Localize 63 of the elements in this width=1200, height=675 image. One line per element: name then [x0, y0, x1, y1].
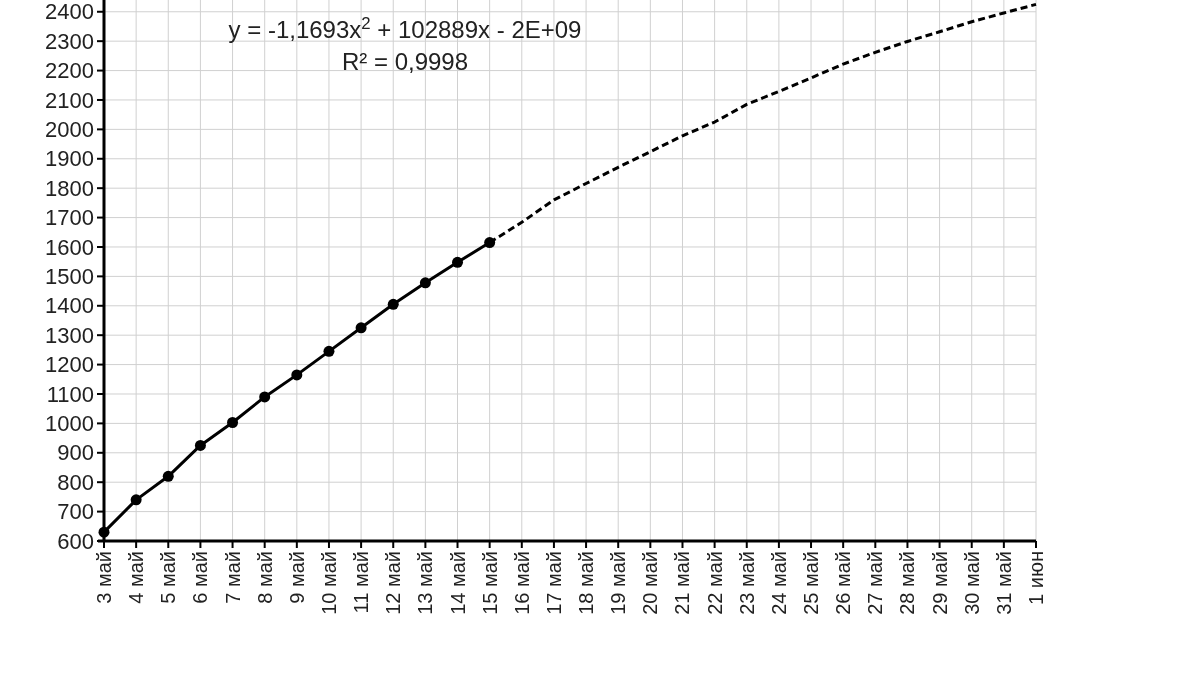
- y-tick-label: 1900: [45, 146, 94, 172]
- y-tick-label: 2000: [45, 117, 94, 143]
- point: [194, 439, 206, 451]
- x-tick-label: 3 май: [93, 551, 115, 604]
- x-tick-label: 26 май: [832, 551, 855, 615]
- x-tick-label: 9 май: [285, 551, 308, 604]
- x-tick-label: 29 май: [928, 551, 951, 615]
- x-tick-label: 1 июн: [1025, 551, 1047, 605]
- x-tick-label: 31 май: [992, 551, 1015, 615]
- x-tick-label: 6 май: [189, 551, 212, 604]
- x-tick-label: 5 май: [157, 551, 180, 604]
- annotation: y = -1,1693x$^{2}$ + 102889x - 2E+09: [228, 13, 582, 43]
- point: [355, 322, 367, 334]
- x-tick-label: 24 май: [767, 551, 790, 615]
- x-tick-label: 28 май: [896, 551, 919, 615]
- x-tick-label: 4 май: [125, 551, 148, 604]
- x-tick-label: 20 май: [639, 551, 662, 615]
- y-tick-label: 2200: [45, 58, 94, 84]
- point: [227, 417, 239, 429]
- point: [419, 277, 431, 289]
- y-tick-label: 1800: [45, 175, 94, 201]
- x-tick-label: 14 май: [446, 551, 469, 615]
- x-tick-label: 13 май: [414, 551, 437, 615]
- x-tick-label: 10 май: [317, 551, 340, 615]
- y-tick-label: 1300: [45, 322, 94, 348]
- point: [323, 345, 335, 357]
- x-tick-label: 17 май: [542, 551, 565, 615]
- y-tick-label: 900: [57, 440, 94, 466]
- y-tick-label: 2400: [45, 0, 94, 25]
- x-tick-label: 21 май: [671, 551, 694, 615]
- x-tick-label: 22 май: [703, 551, 726, 615]
- y-tick-label: 800: [57, 469, 94, 495]
- x-tick-label: 15 май: [478, 551, 501, 615]
- y-tick-label: 1700: [45, 205, 94, 231]
- x-tick-label: 8 май: [253, 551, 276, 604]
- annotation: R² = 0,9998: [341, 48, 469, 75]
- y-tick-label: 1100: [46, 381, 94, 407]
- y-tick-label: 1600: [45, 234, 94, 260]
- point: [162, 470, 174, 482]
- x-tick-label: 11 май: [350, 551, 373, 614]
- point: [130, 494, 142, 506]
- x-tick-label: 25 май: [800, 551, 823, 615]
- x-tick-label: 30 май: [960, 551, 983, 615]
- x-tick-label: 7 май: [221, 551, 244, 604]
- x-tick-label: 27 май: [864, 551, 887, 615]
- y-tick-label: 600: [57, 528, 94, 554]
- y-tick-label: 1000: [45, 411, 94, 437]
- point: [98, 526, 110, 538]
- point: [387, 298, 399, 310]
- x-tick-label: 16 май: [510, 551, 533, 615]
- x-tick-label: 12 май: [382, 551, 405, 615]
- point: [259, 391, 271, 403]
- y-tick-label: 2300: [45, 28, 94, 54]
- x-tick-label: 23 май: [735, 551, 758, 615]
- x-tick-label: 19 май: [607, 551, 630, 615]
- y-tick-label: 1200: [45, 352, 94, 378]
- y-tick-label: 700: [57, 499, 94, 525]
- y-tick-label: 1400: [45, 293, 94, 319]
- point: [291, 369, 303, 381]
- y-tick-label: 1500: [45, 264, 94, 290]
- point: [452, 256, 464, 268]
- y-tick-label: 2100: [45, 87, 94, 113]
- x-tick-label: 18 май: [575, 551, 598, 615]
